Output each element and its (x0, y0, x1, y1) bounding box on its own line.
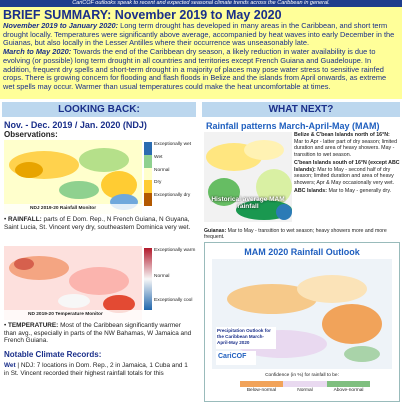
map-label: Historical average MAM rainfall (211, 196, 285, 210)
mam-map (204, 132, 292, 222)
temperature-note: • TEMPERATURE: Most of the Caribbean sig… (4, 322, 192, 345)
legend-item: Exceptionally dry (154, 193, 191, 198)
lead: Wet (4, 362, 16, 369)
rainfall-note: • RAINFALL: parts of E Dom. Rep., N Fren… (4, 216, 191, 231)
legend-title: Confidence (in %) for rainfall to be: (265, 373, 339, 378)
banner: CariCOF outlooks speak to recent and exp… (0, 0, 402, 7)
lead: RAINFALL: (8, 216, 42, 223)
right-header: WHAT NEXT? (202, 102, 400, 117)
logo: CariCOF (218, 353, 247, 360)
left-subtitle: Observations: (4, 130, 58, 139)
legend-item: Below-normal (246, 388, 277, 393)
text: Mar to May - generally dry. (326, 188, 392, 194)
temp-map (4, 246, 142, 320)
legend-item: Exceptionally cool (154, 298, 193, 303)
outlook-legend: Below-normal Normal Above-normal (240, 388, 370, 394)
text: Long term drought has developed in many … (3, 21, 395, 48)
lead: November 2019 to January 2020: (3, 21, 119, 30)
mam-notes: Belize & C'bean Islands north of 16°N: M… (294, 132, 400, 195)
text: Mar to Apr - latter part of dry season; … (294, 138, 398, 158)
right-title: Rainfall patterns March-April-May (MAM) (206, 121, 380, 131)
rain-legend: Exceptionally wet Wet Normal Dry Excepti… (154, 142, 196, 206)
text: Mar to May - transition to wet season; h… (204, 228, 387, 240)
legend-item: Normal (154, 168, 170, 173)
note: C'bean Islands south of 16°N (except ABC… (294, 160, 400, 186)
legend-item: Exceptionally warm (154, 248, 196, 253)
text: | NDJ: 7 locations in Dom. Rep., 2 in Ja… (4, 362, 188, 377)
lead: ABC Islands: (294, 188, 327, 194)
left-header: LOOKING BACK: (2, 102, 196, 117)
lead: Guianas: (204, 228, 227, 234)
lead: TEMPERATURE: (8, 322, 59, 329)
temp-map-caption: ND 2019-20 Temperature Monitor (28, 312, 103, 317)
lead: Belize & C'bean Islands north of 16°N: (294, 132, 390, 138)
summary-title: BRIEF SUMMARY: November 2019 to May 2020 (3, 8, 282, 22)
records-note: Wet | NDJ: 7 locations in Dom. Rep., 2 i… (4, 362, 194, 377)
temp-legend-bar (144, 248, 152, 310)
summary-para: November 2019 to January 2020: Long term… (3, 21, 399, 48)
left-title: Nov. - Dec. 2019 / Jan. 2020 (NDJ) (4, 120, 147, 130)
lead: C'bean Islands south of 16°N (except ABC… (294, 160, 400, 173)
text: Most of the Caribbean significantly warm… (4, 322, 192, 345)
text: Towards the end of the Caribbean dry sea… (3, 47, 387, 91)
outlook-map-title: Precipitation Outlook for the Caribbean … (217, 328, 271, 345)
guianas-note: Guianas: Mar to May - transition to wet … (204, 228, 400, 240)
outlook-legend-bar (240, 381, 370, 387)
records-title: Notable Climate Records: (4, 350, 102, 359)
lead: March to May 2020: (3, 47, 72, 57)
note: Belize & C'bean Islands north of 16°N: M… (294, 132, 400, 158)
text: parts of E Dom. Rep., N French Guiana, N… (4, 216, 191, 231)
outlook-map (212, 259, 392, 369)
rain-legend-bar (144, 142, 152, 206)
legend-item: Wet (154, 155, 163, 160)
summary-para: March to May 2020: Towards the end of th… (3, 47, 399, 92)
note: ABC Islands: Mar to May - generally dry. (294, 188, 400, 195)
outlook-title: MAM 2020 Rainfall Outlook (244, 247, 360, 257)
legend-item: Normal (154, 274, 170, 279)
summary: BRIEF SUMMARY: November 2019 to May 2020… (0, 7, 402, 99)
rain-map-caption: NDJ 2019-20 Rainfall Monitor (30, 206, 97, 211)
legend-item: Exceptionally wet (154, 142, 192, 147)
temp-legend: Exceptionally warm Normal Exceptionally … (154, 248, 196, 304)
rain-map (4, 140, 142, 214)
text: Mar to May - second half of dry season; … (294, 166, 395, 186)
legend-item: Above-normal (333, 388, 364, 393)
legend-item: Normal (297, 388, 313, 393)
legend-item: Dry (154, 180, 162, 185)
